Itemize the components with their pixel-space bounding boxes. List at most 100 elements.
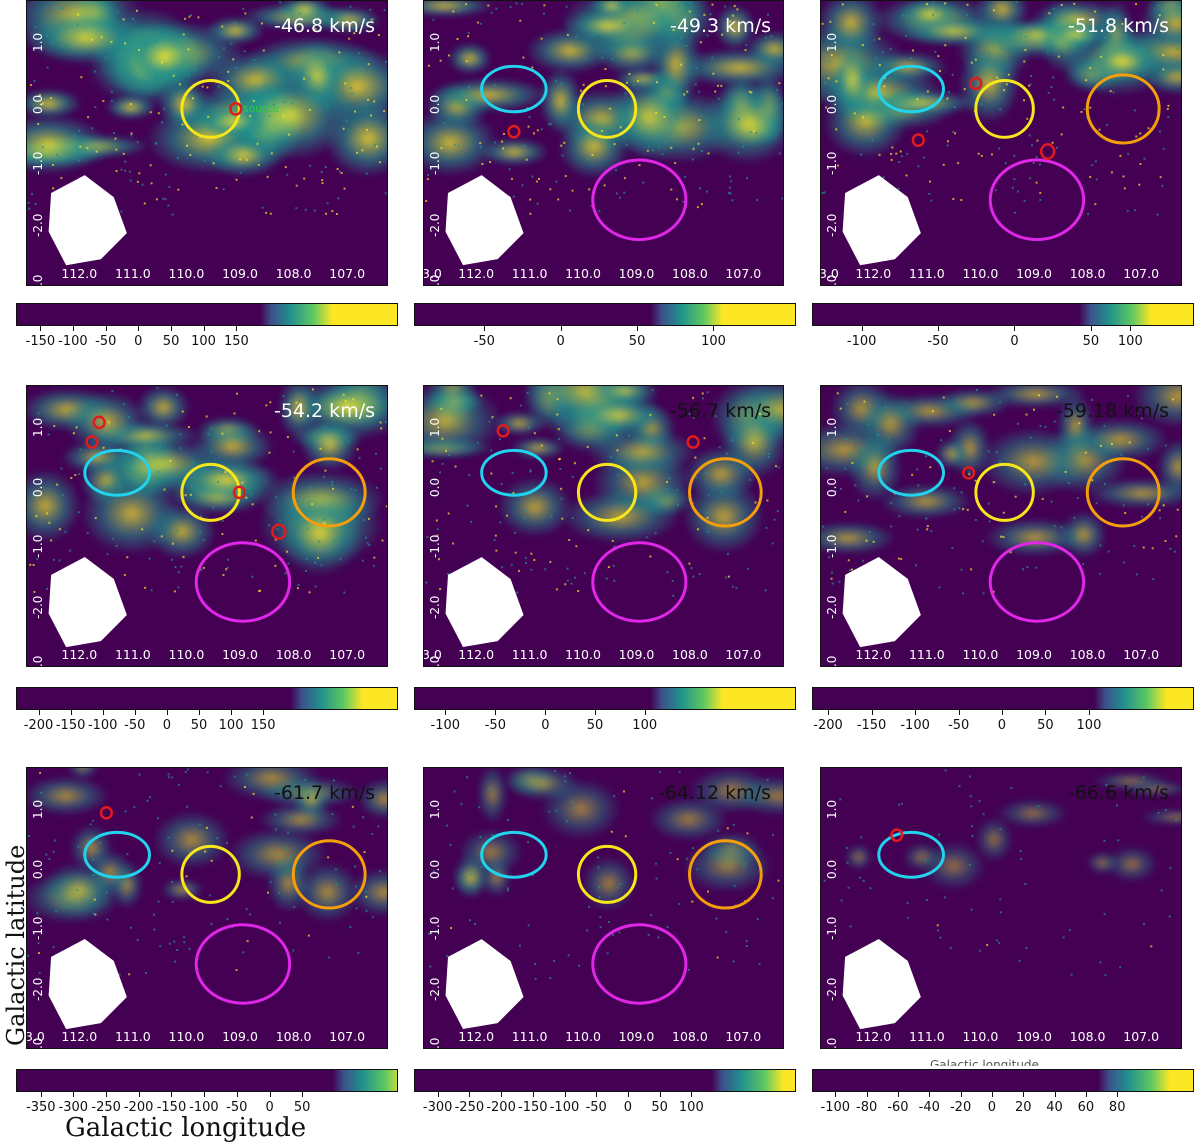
- emission-speckle: [668, 477, 671, 480]
- emission-speckle: [284, 166, 287, 169]
- emission-speckle: [445, 449, 448, 452]
- emission-speckle: [732, 823, 735, 826]
- emission-speckle: [731, 14, 734, 17]
- velocity-label: -64.12 km/s: [657, 782, 771, 804]
- emission-speckle: [374, 452, 377, 455]
- yellow-region-circle: [180, 462, 241, 522]
- emission-speckle: [618, 931, 621, 934]
- emission-speckle: [93, 70, 96, 73]
- emission-speckle: [682, 200, 685, 203]
- colorbar-tick-label: 150: [223, 334, 249, 349]
- emission-speckle: [501, 566, 504, 569]
- emission-speckle: [1005, 83, 1008, 86]
- colorbar: [414, 303, 796, 326]
- emission-speckle: [585, 57, 588, 60]
- emission-speckle: [323, 522, 326, 525]
- emission-speckle: [159, 945, 162, 948]
- colorbar-tick-label: 80: [1108, 1100, 1126, 1115]
- emission-speckle: [118, 485, 121, 488]
- emission-speckle: [304, 208, 307, 211]
- emission-speckle: [328, 956, 331, 959]
- emission-speckle: [716, 84, 719, 87]
- latitude-tick-label: -1.0: [31, 534, 45, 558]
- emission-speckle: [654, 532, 657, 535]
- emission-speckle: [999, 108, 1002, 111]
- emission-speckle: [269, 212, 272, 215]
- emission-speckle: [978, 800, 981, 803]
- emission-blob: [69, 824, 113, 872]
- cyan-region-ellipse: [877, 448, 945, 497]
- emission-speckle: [561, 154, 564, 157]
- emission-speckle: [465, 60, 468, 63]
- emission-speckle: [831, 582, 834, 585]
- emission-speckle: [549, 977, 552, 980]
- emission-speckle: [156, 386, 159, 389]
- emission-speckle: [714, 415, 717, 418]
- emission-speckle: [715, 917, 718, 920]
- emission-speckle: [115, 169, 118, 172]
- emission-speckle: [606, 952, 609, 955]
- colorbar-tick-label: -200: [123, 1100, 154, 1115]
- emission-speckle: [321, 179, 324, 182]
- emission-speckle: [290, 102, 293, 105]
- emission-speckle: [574, 576, 577, 579]
- emission-speckle: [184, 17, 187, 20]
- emission-speckle: [368, 543, 371, 546]
- emission-blob: [105, 94, 157, 120]
- emission-speckle: [1013, 178, 1016, 181]
- emission-speckle: [470, 873, 473, 876]
- emission-speckle: [917, 484, 920, 487]
- emission-speckle: [573, 44, 576, 47]
- emission-speckle: [500, 482, 503, 485]
- colorbar: [812, 303, 1194, 326]
- emission-speckle: [560, 487, 563, 490]
- emission-speckle: [829, 20, 832, 23]
- emission-speckle: [571, 517, 574, 519]
- emission-speckle: [1068, 928, 1071, 931]
- emission-speckle: [1085, 79, 1088, 82]
- emission-speckle: [506, 889, 509, 892]
- latitude-tick-label: -1.0: [825, 916, 839, 940]
- emission-speckle: [1050, 500, 1053, 503]
- emission-speckle: [162, 197, 165, 200]
- emission-speckle: [210, 427, 213, 430]
- emission-speckle: [333, 539, 336, 542]
- emission-speckle: [286, 436, 289, 438]
- emission-blob: [714, 3, 756, 51]
- emission-speckle: [493, 141, 496, 144]
- emission-speckle: [143, 479, 146, 482]
- emission-speckle: [1038, 163, 1041, 166]
- emission-speckle: [776, 421, 779, 424]
- emission-speckle: [133, 806, 136, 809]
- emission-speckle: [568, 772, 571, 775]
- emission-speckle: [601, 56, 604, 59]
- latitude-tick-label: -2.0: [31, 977, 45, 1001]
- emission-speckle: [623, 790, 626, 793]
- longitude-tick-label: 110.0: [168, 266, 205, 281]
- intensity-map: [27, 768, 387, 1030]
- emission-speckle: [611, 58, 614, 60]
- emission-speckle: [649, 489, 652, 492]
- emission-speckle: [958, 785, 961, 788]
- emission-speckle: [58, 528, 61, 531]
- emission-speckle: [295, 184, 298, 187]
- emission-speckle: [676, 117, 679, 120]
- emission-speckle: [274, 813, 277, 816]
- emission-speckle: [219, 785, 222, 788]
- colorbar-tick-mark: [1054, 1092, 1056, 1097]
- emission-speckle: [1020, 857, 1023, 860]
- emission-blob: [276, 492, 364, 577]
- emission-speckle: [226, 566, 229, 569]
- channel-map-panel: -51.8 km/s1.00.0-1.0-2.0-3.03.0112.0111.…: [820, 0, 1182, 286]
- emission-speckle: [1035, 181, 1038, 184]
- emission-speckle: [334, 868, 337, 871]
- emission-speckle: [568, 209, 571, 212]
- emission-speckle: [928, 180, 931, 183]
- emission-speckle: [1098, 572, 1101, 575]
- emission-speckle: [566, 33, 569, 36]
- emission-speckle: [1018, 959, 1021, 962]
- emission-speckle: [178, 83, 181, 86]
- emission-speckle: [549, 560, 552, 563]
- colorbar-tick-label: 50: [1082, 334, 1100, 349]
- colorbar-tick-mark: [198, 710, 200, 715]
